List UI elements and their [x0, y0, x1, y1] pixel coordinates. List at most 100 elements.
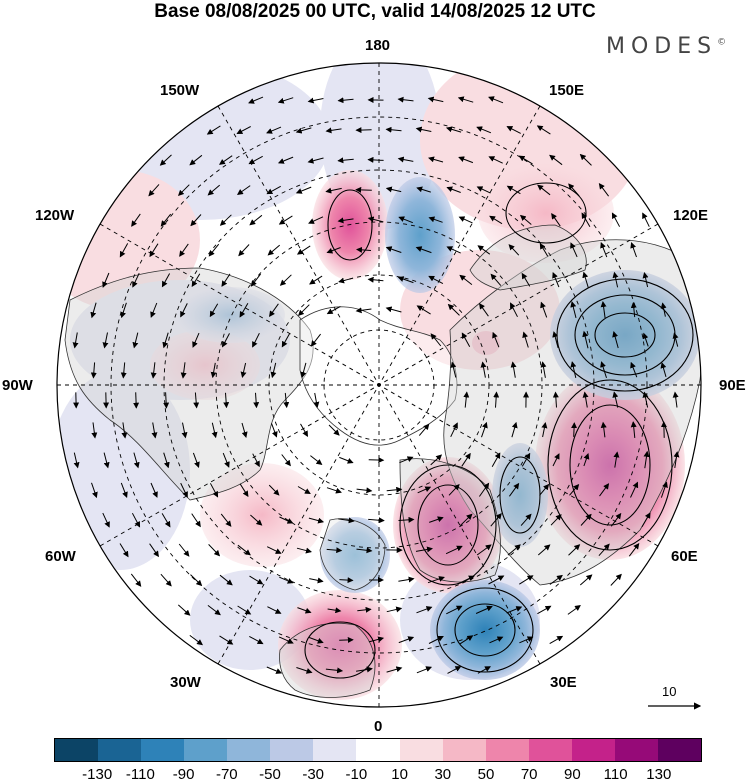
- wind-arrow: [660, 481, 668, 498]
- wind-arrow: [279, 516, 294, 524]
- wind-arrow: [416, 305, 431, 315]
- wind-arrow: [450, 361, 457, 378]
- wind-arrow: [429, 516, 444, 523]
- wind-arrow: [309, 577, 324, 584]
- wind-arrow: [249, 214, 263, 226]
- lon-label-150w: 150W: [160, 82, 200, 99]
- wind-arrow: [630, 242, 637, 258]
- lon-label-60w: 60W: [45, 548, 76, 565]
- wind-arrow: [239, 483, 249, 498]
- wind-arrow: [206, 125, 221, 135]
- wind-arrow: [192, 332, 200, 348]
- wind-arrow: [549, 154, 563, 166]
- wind-arrow: [447, 666, 462, 674]
- contour-lines: [304, 182, 694, 679]
- wind-arrow: [308, 517, 325, 524]
- brand-logo: MODES©: [606, 34, 726, 59]
- wind-arrow: [189, 154, 203, 166]
- wind-arrow: [221, 273, 231, 287]
- wind-arrow: [236, 185, 251, 195]
- wind-arrow: [506, 185, 521, 195]
- wind-arrow: [102, 332, 109, 349]
- wind-arrow: [457, 575, 475, 585]
- wind-arrow: [326, 247, 341, 254]
- brand-mark: ©: [717, 37, 727, 48]
- map-title: Base 08/08/2025 00 UTC, valid 14/08/2025…: [154, 1, 596, 22]
- wind-arrow: [386, 606, 403, 613]
- wind-arrow: [450, 422, 458, 438]
- wind-arrow: [300, 362, 307, 379]
- wind-arrow: [642, 332, 649, 347]
- wind-arrow: [237, 544, 251, 556]
- wind-arrow: [488, 156, 503, 164]
- lon-label-90e: 90E: [719, 377, 746, 394]
- wind-arrow: [385, 126, 402, 133]
- wind-arrow: [163, 452, 170, 469]
- colorbar-tick-label: 70: [520, 766, 538, 783]
- wind-arrow: [385, 246, 402, 253]
- wind-arrow: [338, 277, 354, 284]
- wind-arrow: [266, 185, 281, 195]
- colorbar-bin: [270, 739, 314, 761]
- wind-arrow: [337, 157, 354, 164]
- wind-arrow: [163, 392, 170, 409]
- wind-arrow: [325, 667, 344, 674]
- wind-arrow: [430, 333, 442, 347]
- wind-arrow: [268, 484, 280, 496]
- wind-arrow: [537, 184, 551, 196]
- wind-arrow: [296, 547, 312, 554]
- wind-arrow: [600, 421, 607, 438]
- wind-arrow: [209, 483, 219, 498]
- wind-arrow: [297, 486, 311, 495]
- wind-arrow: [427, 96, 444, 103]
- wind-arrow: [600, 361, 607, 379]
- wind-arrow: [179, 243, 189, 257]
- wind-arrow: [398, 516, 415, 523]
- wind-arrow: [416, 666, 433, 674]
- wind-arrow: [522, 331, 529, 348]
- colorbar-bin: [657, 739, 701, 761]
- wind-arrow: [283, 392, 290, 409]
- wind-arrow: [569, 483, 580, 496]
- wind-arrow: [103, 452, 110, 469]
- wind-arrow: [151, 422, 158, 439]
- wind-arrow: [385, 306, 402, 313]
- wind-arrow: [397, 96, 414, 103]
- wind-arrow: [568, 544, 581, 556]
- wind-arrow: [132, 332, 139, 349]
- wind-arrow: [279, 274, 292, 286]
- wind-arrow: [551, 212, 561, 227]
- wind-arrow: [367, 216, 384, 223]
- wind-arrow: [180, 303, 188, 318]
- wind-arrow: [120, 362, 127, 379]
- wind-arrow: [552, 453, 560, 467]
- wind-arrow: [223, 392, 230, 409]
- wind-arrow: [477, 666, 491, 674]
- wind-arrow: [598, 182, 610, 197]
- wind-arrow: [281, 454, 291, 467]
- wind-arrow: [480, 361, 487, 378]
- wind-arrow: [307, 157, 324, 164]
- wind-arrow: [428, 275, 444, 285]
- wind-arrow: [519, 636, 534, 644]
- lon-label-30e: 30E: [550, 674, 577, 691]
- wind-arrow: [90, 302, 97, 319]
- wind-arrow: [252, 332, 260, 348]
- wind-arrow: [463, 391, 470, 408]
- wind-arrow: [416, 606, 433, 614]
- wind-arrow: [418, 423, 430, 436]
- wind-arrow: [326, 305, 341, 315]
- colorbar-tick-label: 90: [564, 766, 581, 783]
- wind-arrow: [296, 245, 311, 255]
- wind-arrow: [476, 544, 492, 556]
- wind-arrow: [356, 487, 373, 494]
- wind-arrow: [267, 244, 281, 256]
- wind-vectors: [72, 96, 680, 674]
- wind-arrow: [149, 543, 159, 558]
- wind-arrow: [355, 307, 372, 314]
- wind-arrow: [416, 186, 431, 193]
- wind-arrow: [428, 216, 443, 223]
- wind-arrow: [398, 576, 415, 583]
- wind-arrow: [507, 544, 521, 556]
